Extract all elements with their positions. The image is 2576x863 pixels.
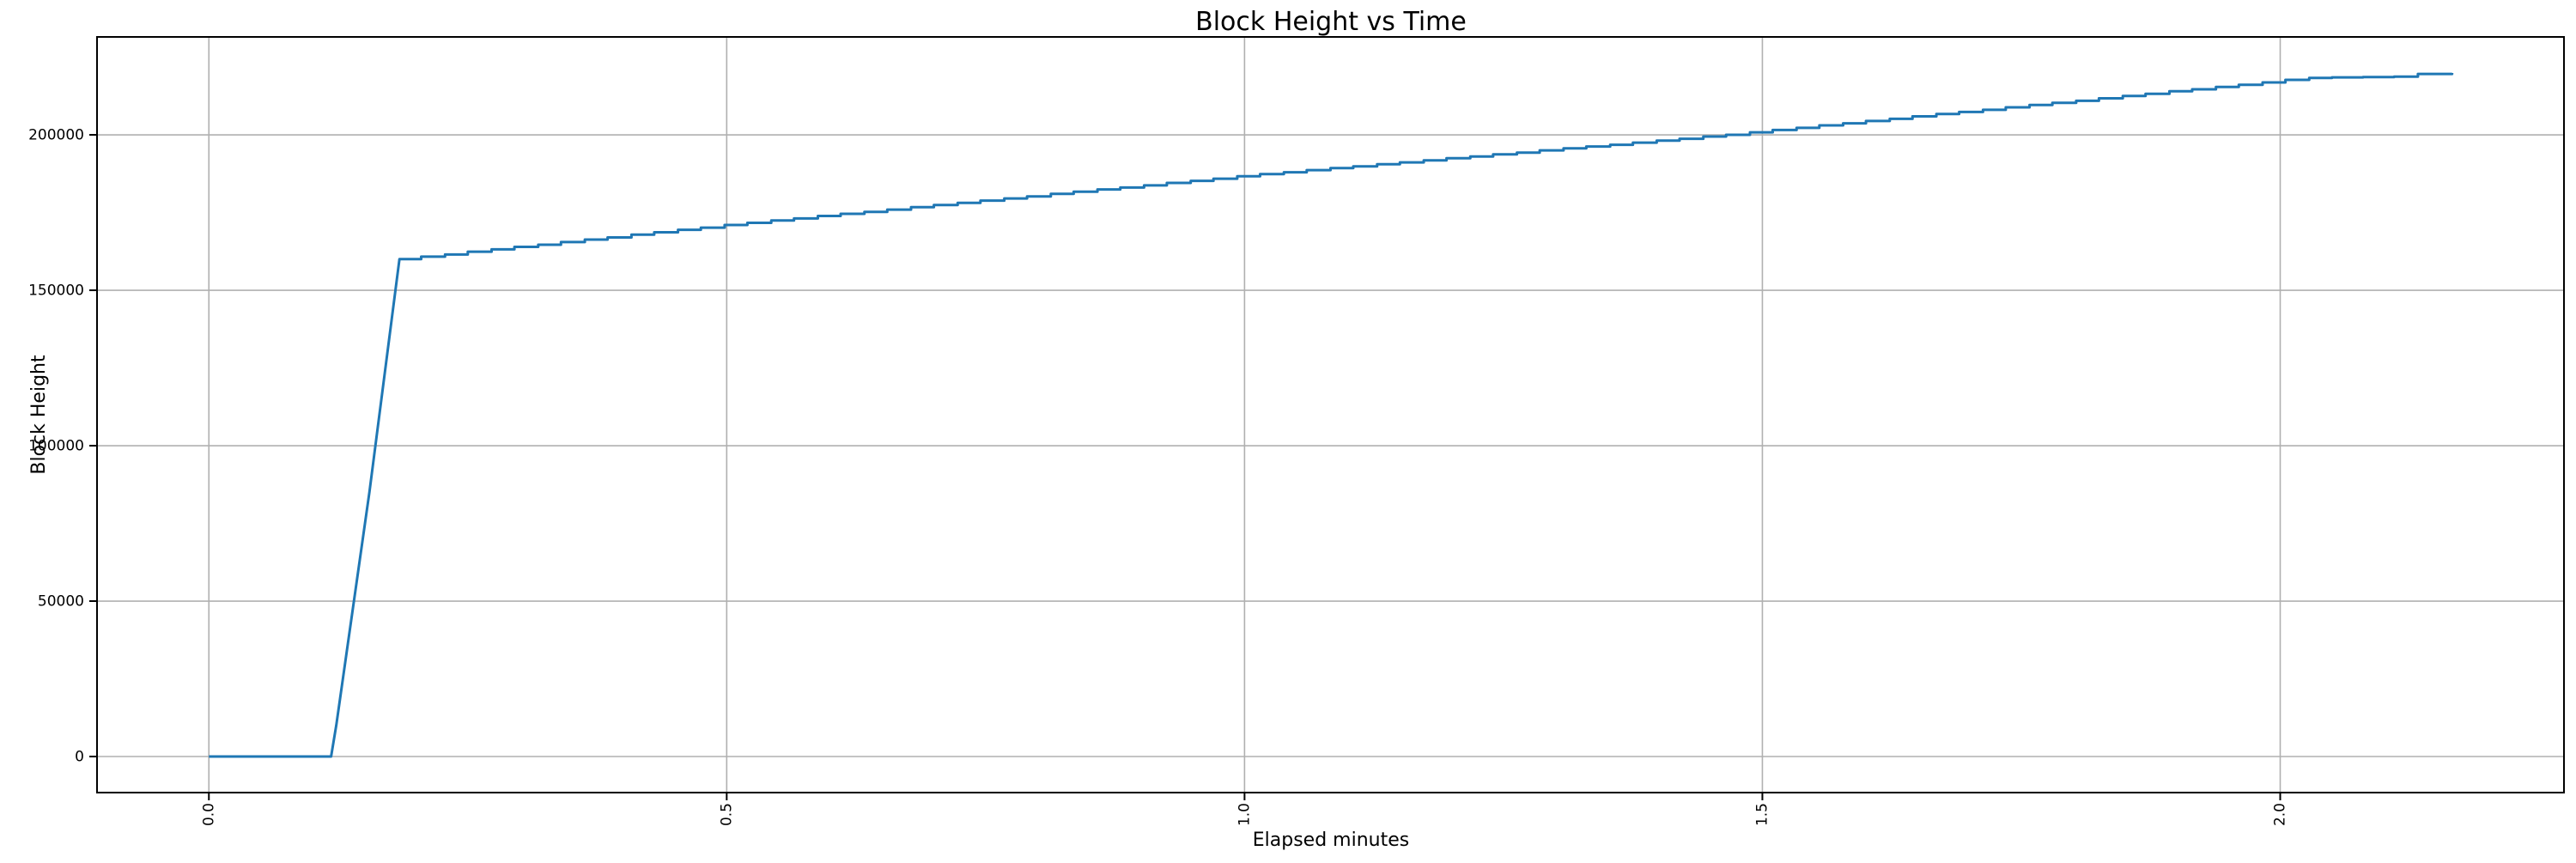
- x-tick-label: 0.0: [200, 803, 217, 826]
- chart-title: Block Height vs Time: [1195, 7, 1467, 37]
- axis-ticks: [89, 134, 2281, 800]
- plot-border: [96, 36, 2565, 793]
- gridlines: [97, 37, 2564, 793]
- x-tick-label: 2.0: [2272, 803, 2289, 826]
- block-height-line: [209, 72, 2454, 758]
- series-group: [209, 72, 2454, 758]
- x-tick-label: 0.5: [718, 803, 735, 826]
- y-tick-label: 0: [75, 748, 84, 765]
- y-tick-label: 150000: [28, 282, 84, 299]
- x-tick-label: 1.5: [1753, 803, 1771, 826]
- y-tick-label: 100000: [28, 437, 84, 454]
- y-tick-label: 50000: [38, 593, 84, 610]
- x-tick-label: 1.0: [1236, 803, 1253, 826]
- tick-labels: 0.0 0.5 1.0 1.5 2.0 0 50000 100000 150000 200000: [28, 126, 2288, 826]
- y-axis-label: Block Height: [28, 355, 50, 475]
- x-axis-label: Elapsed minutes: [1253, 830, 1409, 851]
- y-tick-label: 200000: [28, 126, 84, 143]
